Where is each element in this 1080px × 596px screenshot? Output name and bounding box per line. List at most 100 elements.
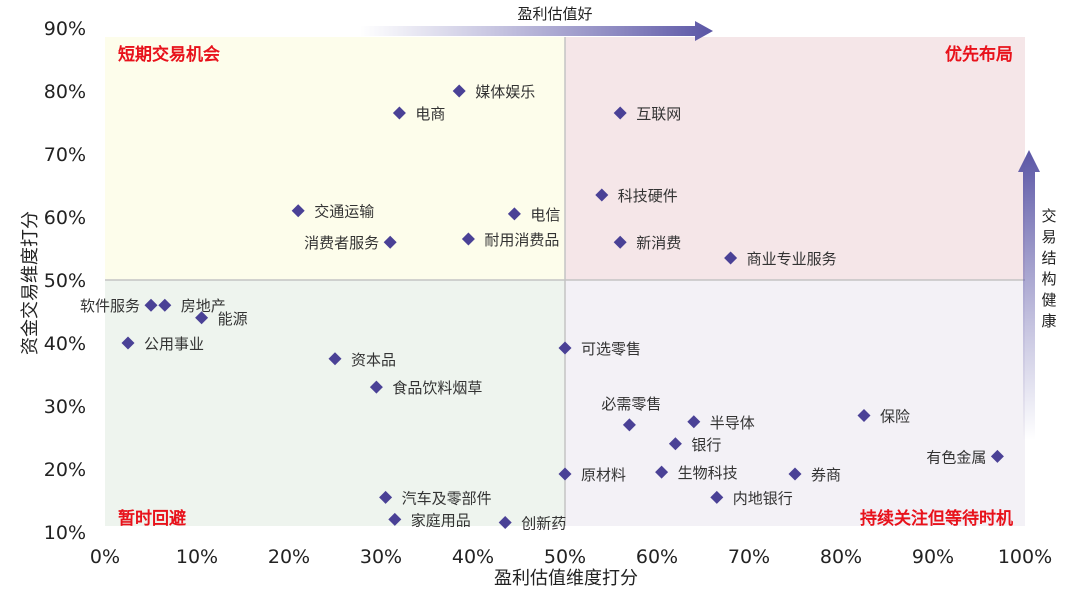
data-point <box>507 207 521 221</box>
quadrant-bottom-left <box>105 280 565 526</box>
data-label: 必需零售 <box>601 395 661 413</box>
data-label: 软件服务 <box>80 297 140 315</box>
data-point <box>710 490 724 504</box>
data-point <box>291 204 305 218</box>
x-tick-label: 60% <box>636 546 678 568</box>
data-label: 电信 <box>530 206 560 224</box>
x-tick-label: 50% <box>544 546 586 568</box>
quadrant-top-left <box>105 37 565 280</box>
data-label: 媒体娱乐 <box>475 83 535 101</box>
quadrant-label-top-right: 优先布局 <box>945 44 1013 65</box>
quadrant-label-top-left: 短期交易机会 <box>118 44 220 65</box>
data-label: 券商 <box>811 466 841 484</box>
data-label: 内地银行 <box>733 489 793 507</box>
data-label: 可选零售 <box>581 340 641 358</box>
data-point <box>158 298 172 312</box>
x-tick-label: 70% <box>728 546 770 568</box>
data-label: 商业专业服务 <box>747 250 837 268</box>
data-label: 有色金属 <box>926 448 986 466</box>
data-label: 消费者服务 <box>304 234 379 252</box>
data-point <box>724 251 738 265</box>
data-label: 创新药 <box>521 515 566 533</box>
y-arrow-label-char: 康 <box>1041 312 1056 330</box>
data-point <box>195 311 209 325</box>
quadrant-top-right <box>565 37 1025 280</box>
data-label: 公用事业 <box>144 335 204 353</box>
x-tick-label: 30% <box>360 546 402 568</box>
data-point <box>857 408 871 422</box>
x-tick-label: 20% <box>268 546 310 568</box>
data-point <box>369 380 383 394</box>
quadrant-dividers <box>105 37 1025 526</box>
data-point <box>613 106 627 120</box>
quadrant-backgrounds <box>105 37 1025 526</box>
data-point <box>328 352 342 366</box>
data-point <box>392 106 406 120</box>
quadrant-bottom-right <box>565 280 1025 526</box>
data-label: 食品饮料烟草 <box>392 379 482 397</box>
data-point <box>144 298 158 312</box>
data-label: 家庭用品 <box>411 511 471 529</box>
data-label: 新消费 <box>636 234 681 252</box>
y-arrow-label-char: 结 <box>1041 249 1056 267</box>
quadrant-label-bottom-left: 暂时回避 <box>118 508 186 529</box>
y-tick-label: 20% <box>44 459 86 481</box>
data-point <box>613 235 627 249</box>
data-point <box>622 418 636 432</box>
y-tick-label: 90% <box>44 18 86 40</box>
data-point <box>383 235 397 249</box>
y-arrow-label-char: 交 <box>1041 207 1056 225</box>
data-point <box>379 490 393 504</box>
y-axis-ticks: 10% 20% 30% 40% 50% 60% 70% 80% 90% <box>44 18 86 544</box>
data-point <box>595 188 609 202</box>
x-arrow-label: 盈利估值好 <box>517 5 592 23</box>
data-point <box>452 84 466 98</box>
data-label: 生物科技 <box>678 464 738 482</box>
data-label: 资本品 <box>351 351 396 369</box>
data-label: 汽车及零部件 <box>402 489 492 507</box>
y-tick-label: 40% <box>44 333 86 355</box>
data-point <box>668 437 682 451</box>
data-label: 房地产 <box>181 297 226 315</box>
x-tick-label: 100% <box>998 546 1052 568</box>
y-tick-label: 30% <box>44 396 86 418</box>
data-label: 电商 <box>415 105 445 123</box>
data-label: 半导体 <box>710 414 755 432</box>
y-tick-label: 80% <box>44 81 86 103</box>
data-point <box>558 341 572 355</box>
data-point <box>788 467 802 481</box>
data-label: 交通运输 <box>314 203 374 221</box>
data-label: 互联网 <box>636 105 681 123</box>
y-tick-label: 60% <box>44 207 86 229</box>
x-tick-label: 80% <box>820 546 862 568</box>
data-point <box>990 449 1004 463</box>
x-tick-label: 10% <box>176 546 218 568</box>
x-axis-ticks: 0% 10% 20% 30% 40% 50% 60% 70% 80% 90% 100% <box>90 546 1052 568</box>
y-tick-label: 70% <box>44 144 86 166</box>
y-axis-title: 资金交易维度打分 <box>20 211 41 355</box>
y-direction-arrow <box>1018 150 1040 440</box>
data-label: 能源 <box>218 310 248 328</box>
data-label: 保险 <box>880 407 910 425</box>
data-label: 耐用消费品 <box>484 231 559 249</box>
data-point <box>461 232 475 246</box>
data-point <box>388 512 402 526</box>
data-label: 原材料 <box>581 466 626 484</box>
data-point <box>498 516 512 530</box>
y-arrow-label-char: 易 <box>1041 228 1056 246</box>
data-point <box>121 336 135 350</box>
data-label: 科技硬件 <box>618 187 678 205</box>
y-arrow-label-char: 构 <box>1041 270 1056 288</box>
data-point <box>558 467 572 481</box>
x-direction-arrow <box>360 21 713 41</box>
quadrant-label-bottom-right: 持续关注但等待时机 <box>860 508 1013 529</box>
x-axis-title: 盈利估值维度打分 <box>494 568 638 589</box>
y-tick-label: 50% <box>44 270 86 292</box>
y-arrow-label-char: 健 <box>1041 291 1056 309</box>
x-tick-label: 0% <box>90 546 120 568</box>
